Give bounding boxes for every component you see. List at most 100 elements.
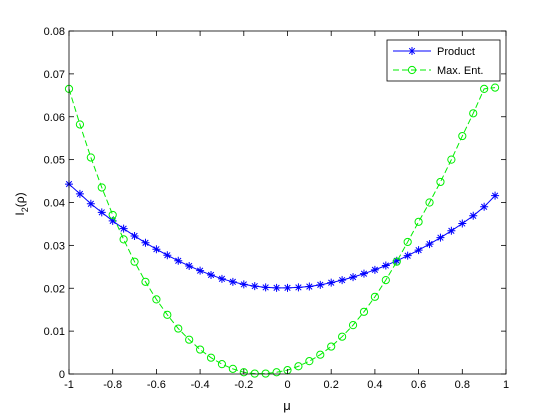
y-axis-ticks: 0 0.01 0.02 0.03 0.04 0.05 0.06 0.07 0.08: [44, 26, 506, 381]
y-axis-label: I2(ρ): [13, 192, 30, 215]
circle-marker: [130, 257, 139, 266]
y-axis-label-subscript: 2: [20, 207, 30, 212]
asterisk-marker: [305, 282, 314, 291]
circle-marker: [381, 276, 390, 285]
y-tick-label: 0.08: [44, 26, 65, 38]
circle-marker: [294, 362, 303, 371]
circle-marker: [261, 369, 270, 378]
circle-marker: [458, 131, 467, 141]
circle-marker: [228, 364, 237, 373]
asterisk-marker: [141, 238, 150, 247]
asterisk-marker: [174, 256, 183, 265]
asterisk-marker: [152, 245, 161, 254]
circle-marker: [327, 342, 336, 351]
asterisk-marker: [408, 47, 416, 55]
circle-marker: [239, 368, 248, 377]
asterisk-marker: [185, 261, 194, 270]
asterisk-marker: [392, 256, 401, 265]
circle-marker: [108, 210, 117, 220]
asterisk-marker: [491, 191, 500, 200]
asterisk-marker: [283, 283, 292, 292]
series-product: [65, 180, 500, 292]
asterisk-marker: [294, 283, 303, 292]
asterisk-marker: [403, 251, 412, 260]
y-tick-label: 0.06: [44, 112, 65, 124]
x-axis-label: μ: [283, 398, 291, 413]
y-tick-label: 0.05: [44, 155, 65, 167]
svg-text:I2(ρ): I2(ρ): [13, 192, 30, 215]
y-axis-label-main: I: [13, 212, 27, 215]
x-tick-label: -1: [64, 379, 74, 391]
y-tick-label: 0.04: [44, 198, 65, 210]
asterisk-marker: [469, 211, 478, 220]
asterisk-marker: [250, 282, 259, 291]
x-tick-label: 0: [284, 379, 290, 391]
x-tick-label: -0.8: [103, 379, 122, 391]
legend: Product Max. Ent.: [386, 39, 501, 82]
circle-marker: [370, 292, 379, 301]
y-tick-label: 0.02: [44, 283, 65, 295]
asterisk-marker: [261, 283, 270, 292]
circle-marker: [407, 65, 417, 75]
circle-marker: [425, 198, 434, 207]
circle-marker: [250, 369, 259, 378]
x-tick-label: 0.8: [455, 379, 470, 391]
x-tick-label: 1: [503, 379, 509, 391]
circle-marker: [75, 120, 85, 129]
circle-marker: [447, 155, 456, 164]
circle-marker: [469, 109, 478, 118]
x-tick-label: 0.4: [367, 379, 382, 391]
circle-marker: [119, 235, 128, 244]
circle-marker: [338, 332, 347, 341]
circle-marker: [480, 84, 489, 93]
x-tick-label: -0.6: [147, 379, 166, 391]
circle-marker: [217, 360, 227, 369]
plot-background: [69, 31, 506, 374]
circle-marker: [141, 277, 150, 286]
circle-marker: [316, 350, 325, 359]
circle-marker: [305, 357, 314, 366]
asterisk-marker: [338, 276, 347, 285]
asterisk-marker: [196, 266, 205, 275]
asterisk-marker: [130, 231, 139, 240]
legend-label: Product: [437, 46, 475, 58]
y-tick-label: 0.03: [44, 240, 65, 252]
asterisk-marker: [119, 224, 128, 233]
series-line: [68, 183, 496, 289]
asterisk-marker: [316, 280, 325, 289]
circle-marker: [403, 237, 412, 247]
asterisk-marker: [370, 265, 379, 274]
x-tick-label: 0.2: [324, 379, 339, 391]
asterisk-marker: [381, 261, 390, 270]
circle-marker: [185, 335, 194, 344]
y-tick-label: 0.01: [44, 326, 65, 338]
asterisk-marker: [239, 280, 248, 289]
circle-marker: [152, 295, 161, 304]
asterisk-marker: [480, 202, 489, 211]
asterisk-marker: [228, 277, 237, 286]
legend-box: [386, 39, 501, 82]
x-tick-label: -0.2: [234, 379, 253, 391]
asterisk-marker: [108, 216, 117, 225]
y-tick-label: 0.07: [44, 69, 65, 81]
y-axis-label-tail: (ρ): [13, 192, 27, 207]
x-tick-label: 0.6: [411, 379, 426, 391]
asterisk-marker: [327, 278, 336, 287]
circle-marker: [163, 310, 172, 319]
asterisk-marker: [425, 240, 434, 249]
plot-area: [64, 30, 507, 378]
asterisk-marker: [272, 283, 281, 292]
asterisk-marker: [86, 199, 95, 208]
circle-marker: [414, 217, 423, 226]
asterisk-marker: [359, 269, 368, 278]
circle-marker: [196, 345, 205, 354]
legend-entries: Product Max. Ent.: [393, 46, 483, 77]
circle-marker: [392, 257, 401, 266]
legend-label: Max. Ent.: [437, 65, 483, 77]
circle-marker: [272, 368, 281, 377]
asterisk-marker: [75, 189, 84, 198]
circle-marker: [206, 353, 216, 362]
asterisk-marker: [97, 208, 106, 217]
y-tick-label: 0: [59, 369, 65, 381]
